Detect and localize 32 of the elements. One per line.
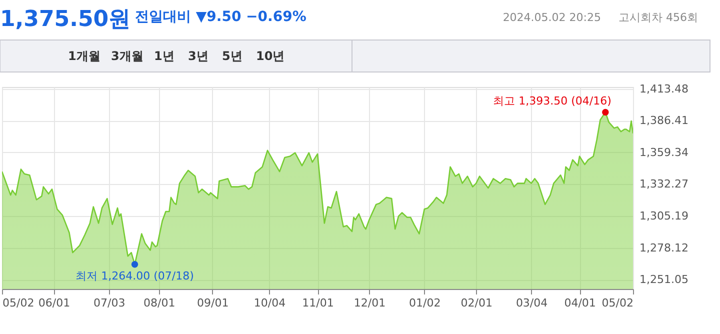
text: 10년 bbox=[256, 49, 285, 63]
x-tick-label: 09/01 bbox=[196, 296, 229, 310]
x-tick-label: 02/01 bbox=[460, 296, 492, 310]
y-tick-label: 1,278.12 bbox=[640, 241, 688, 254]
y-tick-label: 1,305.19 bbox=[640, 209, 688, 222]
x-tick-label: 12/01 bbox=[354, 296, 386, 310]
x-tick-label: 11/01 bbox=[302, 296, 334, 310]
annotation: 최저 1,264.00 (07/18) bbox=[76, 269, 194, 282]
text: 고시회차 456회 bbox=[618, 11, 698, 24]
y-tick-label: 1,413.48 bbox=[640, 82, 688, 96]
x-tick-label: 03/04 bbox=[516, 296, 548, 310]
text: 2024.05.02 20:25 bbox=[502, 11, 601, 24]
y-tick-label: 1,359.34 bbox=[640, 146, 688, 159]
chart-title: 1,375.50원 bbox=[0, 7, 131, 32]
x-tick-label: 07/03 bbox=[94, 296, 126, 310]
chart-subtitle: 전일대비 ▼9.50 −0.69% bbox=[135, 9, 306, 25]
x-tick-label: 06/01 bbox=[38, 296, 70, 310]
y-tick-label: 1,332.27 bbox=[640, 178, 688, 191]
y-tick-label: 1,251.05 bbox=[640, 273, 688, 286]
text: 3년 bbox=[188, 49, 208, 63]
y-tick-label: 1,386.41 bbox=[640, 114, 688, 128]
text: 3개월 bbox=[111, 49, 144, 63]
x-tick-label: 04/01 bbox=[564, 296, 596, 310]
x-tick-label: 05/02 bbox=[602, 296, 634, 310]
x-tick-label: 10/04 bbox=[254, 296, 286, 310]
text: 1개월 bbox=[68, 49, 100, 63]
text: 1년 bbox=[154, 49, 174, 63]
annotation: 최고 1,393.50 (04/16) bbox=[493, 94, 612, 108]
x-tick-label: 08/01 bbox=[144, 296, 176, 310]
x-tick-label: 01/02 bbox=[409, 296, 441, 310]
x-tick-label: 05/02 bbox=[2, 296, 34, 310]
text: 5년 bbox=[222, 49, 242, 63]
